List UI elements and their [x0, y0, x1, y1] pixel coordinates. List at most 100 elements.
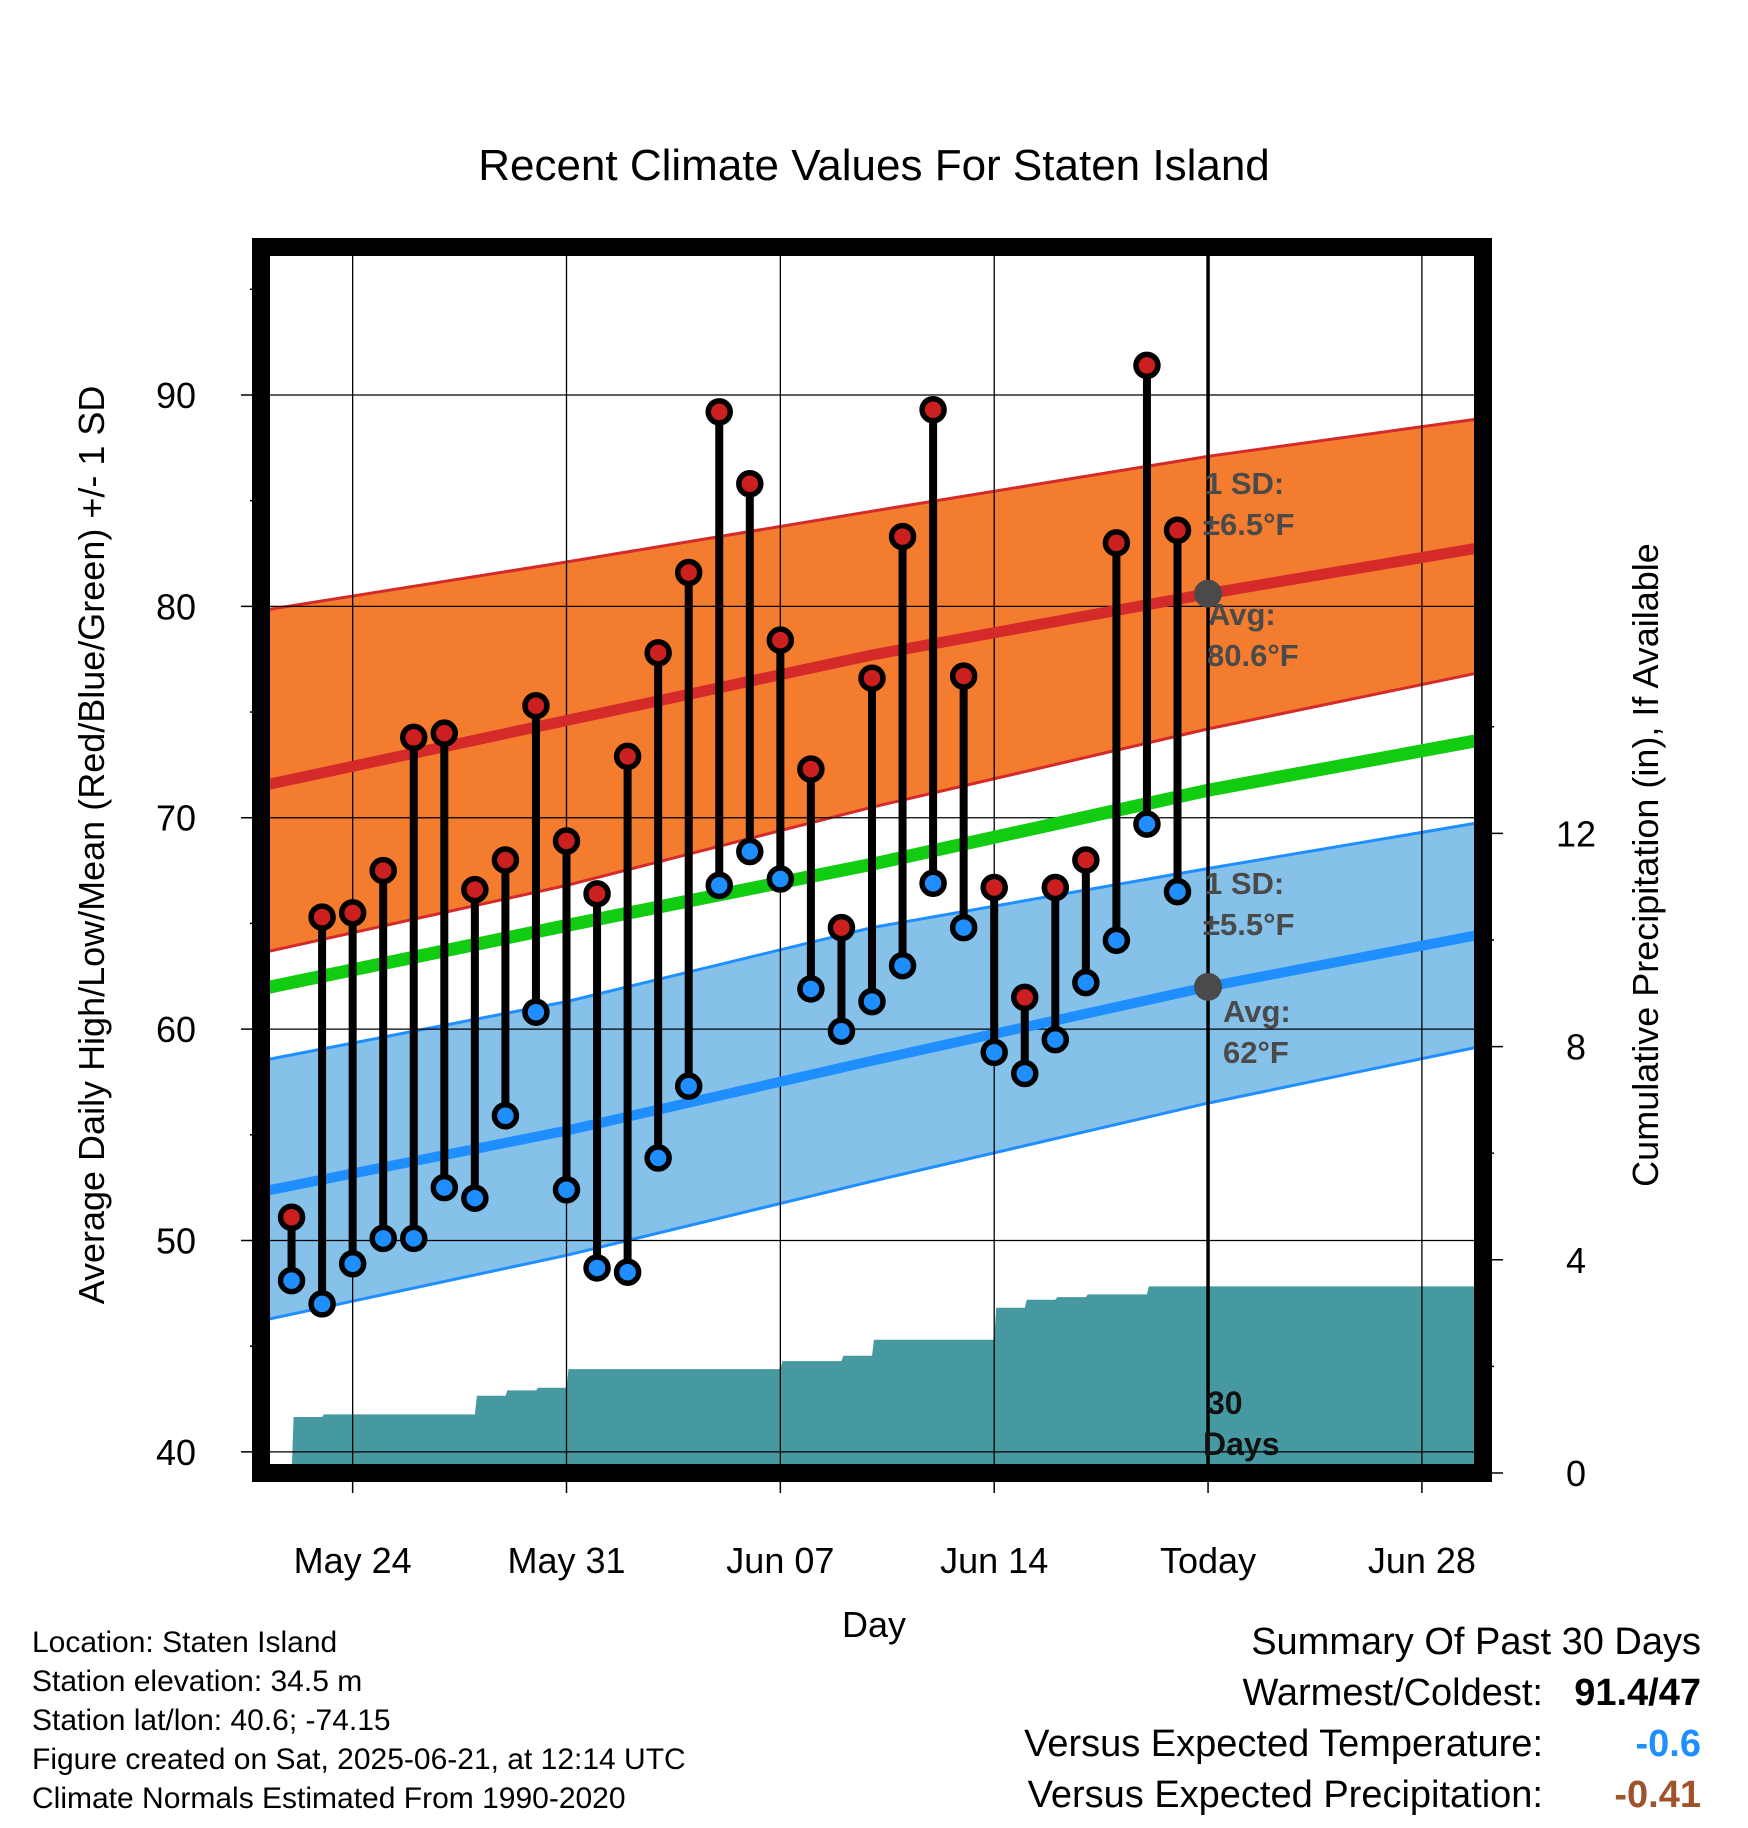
period-unit: Days	[1203, 1426, 1280, 1462]
low-temp-point	[1163, 877, 1192, 906]
low-normal-line	[261, 929, 1483, 1197]
y-tick-label: 90	[156, 375, 196, 416]
chart-title: Recent Climate Values For Staten Island	[478, 141, 1270, 190]
high-temp-point	[338, 899, 367, 927]
y-tick-label: 60	[156, 1009, 196, 1050]
low-temp-point	[369, 1224, 397, 1253]
plot-area: 1 SD: ±6.5°F Avg: 80.6°F 1 SD: ±5.5°F Avg: 62°F…	[156, 238, 1596, 1581]
high-sd-title: 1 SD:	[1205, 466, 1284, 501]
high-temp-point	[1041, 873, 1070, 902]
high-temp-point	[308, 903, 336, 931]
high-avg-value: 80.6°F	[1207, 638, 1299, 673]
warmest-label: Warmest/Coldest:	[1242, 1672, 1543, 1714]
high-temp-point	[461, 875, 489, 904]
temp-label: Versus Expected Temperature:	[1024, 1723, 1543, 1765]
low-temp-point	[613, 1258, 642, 1286]
high-band-upper-edge	[261, 416, 1483, 613]
low-temp-point	[461, 1184, 489, 1212]
summary-title: Summary Of Past 30 Days	[1251, 1621, 1701, 1663]
station-info: Location: Staten Island Station elevatio…	[32, 1623, 686, 1818]
low-temp-point	[827, 1017, 856, 1045]
created-text: Figure created on Sat, 2025-06-21, at 12…	[32, 1743, 686, 1776]
low-temp-point	[797, 975, 825, 1003]
low-temp-point	[919, 869, 947, 898]
low-temp-point	[1041, 1025, 1070, 1054]
high-temp-point	[858, 664, 886, 692]
y-axis-label: Average Daily High/Low/Mean (Red/Blue/Gr…	[71, 386, 112, 1305]
high-temp-point	[1102, 529, 1131, 557]
low-temp-point	[338, 1249, 367, 1278]
y-tick-label: 40	[156, 1432, 196, 1473]
plot-interior	[261, 247, 1483, 1473]
high-normal-line	[261, 541, 1483, 792]
high-sd-value: ±6.5°F	[1203, 507, 1294, 542]
high-temp-point	[1072, 846, 1100, 874]
high-temp-point	[1133, 351, 1161, 380]
high-temp-point	[827, 913, 856, 942]
low-temp-point	[583, 1254, 611, 1282]
summary-panel: Summary Of Past 30 Days Warmest/Coldest:…	[1024, 1617, 1701, 1821]
high-temp-point	[1163, 516, 1192, 544]
x-tick-label: May 31	[507, 1540, 625, 1581]
x-tick-label: Jun 14	[940, 1540, 1048, 1581]
low-temp-point	[949, 913, 978, 942]
high-temp-point	[1011, 983, 1039, 1012]
low-temp-point	[980, 1038, 1008, 1067]
low-sd-value: ±5.5°F	[1203, 907, 1294, 942]
warmest-value: 91.4/47	[1574, 1672, 1701, 1714]
high-temp-point	[522, 691, 550, 720]
elevation-text: Station elevation: 34.5 m	[32, 1665, 363, 1698]
y2-axis-label: Cumulative Precipitation (in), If Availa…	[1625, 543, 1666, 1187]
low-temp-point	[888, 951, 917, 980]
y-tick-label: 70	[156, 798, 196, 839]
high-temp-point	[583, 880, 611, 908]
low-avg-marker	[1194, 972, 1223, 1001]
low-sd-title: 1 SD:	[1205, 866, 1284, 901]
low-avg-value: 62°F	[1223, 1035, 1289, 1070]
low-temp-point	[644, 1144, 672, 1172]
low-temp-point	[308, 1290, 336, 1318]
high-temp-point	[277, 1203, 306, 1231]
warmest-row: Warmest/Coldest: 91.4/47	[1024, 1668, 1701, 1719]
low-temp-point	[522, 998, 550, 1026]
low-temp-point	[674, 1072, 703, 1100]
low-avg-title: Avg:	[1223, 994, 1291, 1029]
high-temp-point	[797, 755, 825, 783]
x-tick-label: May 24	[294, 1540, 412, 1581]
temp-row: Versus Expected Temperature: -0.6	[1024, 1719, 1701, 1770]
high-temp-point	[430, 719, 459, 747]
low-temp-point	[491, 1102, 520, 1130]
low-temp-point	[705, 871, 733, 900]
y2-tick-label: 12	[1556, 813, 1596, 854]
high-temp-point	[736, 469, 764, 498]
low-temp-point	[1102, 926, 1131, 955]
precip-row: Versus Expected Precipitation: -0.41	[1024, 1770, 1701, 1821]
high-temp-point	[919, 396, 947, 424]
y2-tick-label: 8	[1566, 1027, 1586, 1068]
low-temp-point	[766, 865, 795, 893]
location-text: Location: Staten Island	[32, 1626, 338, 1659]
low-temp-point	[277, 1266, 306, 1295]
x-tick-label: Jun 07	[726, 1540, 834, 1581]
precip-label: Versus Expected Precipitation:	[1027, 1774, 1543, 1816]
high-temp-point	[674, 558, 703, 587]
temp-value: -0.6	[1635, 1723, 1701, 1765]
high-temp-point	[400, 723, 428, 752]
low-temp-point	[858, 987, 886, 1016]
y2-tick-label: 4	[1566, 1240, 1586, 1281]
low-temp-point	[1072, 968, 1100, 997]
period-number: 30	[1207, 1385, 1243, 1421]
high-temp-point	[705, 398, 733, 426]
low-temp-point	[430, 1173, 459, 1202]
high-temp-point	[980, 873, 1008, 902]
x-tick-label: Jun 28	[1368, 1540, 1476, 1581]
y-tick-label: 80	[156, 586, 196, 627]
normals-text: Climate Normals Estimated From 1990-2020	[32, 1782, 626, 1815]
low-temp-point	[552, 1176, 581, 1204]
high-temp-point	[491, 846, 520, 874]
low-temp-point	[1011, 1059, 1039, 1088]
latlon-text: Station lat/lon: 40.6; -74.15	[32, 1704, 391, 1737]
high-avg-marker	[1194, 579, 1223, 608]
low-temp-point	[1133, 810, 1161, 838]
